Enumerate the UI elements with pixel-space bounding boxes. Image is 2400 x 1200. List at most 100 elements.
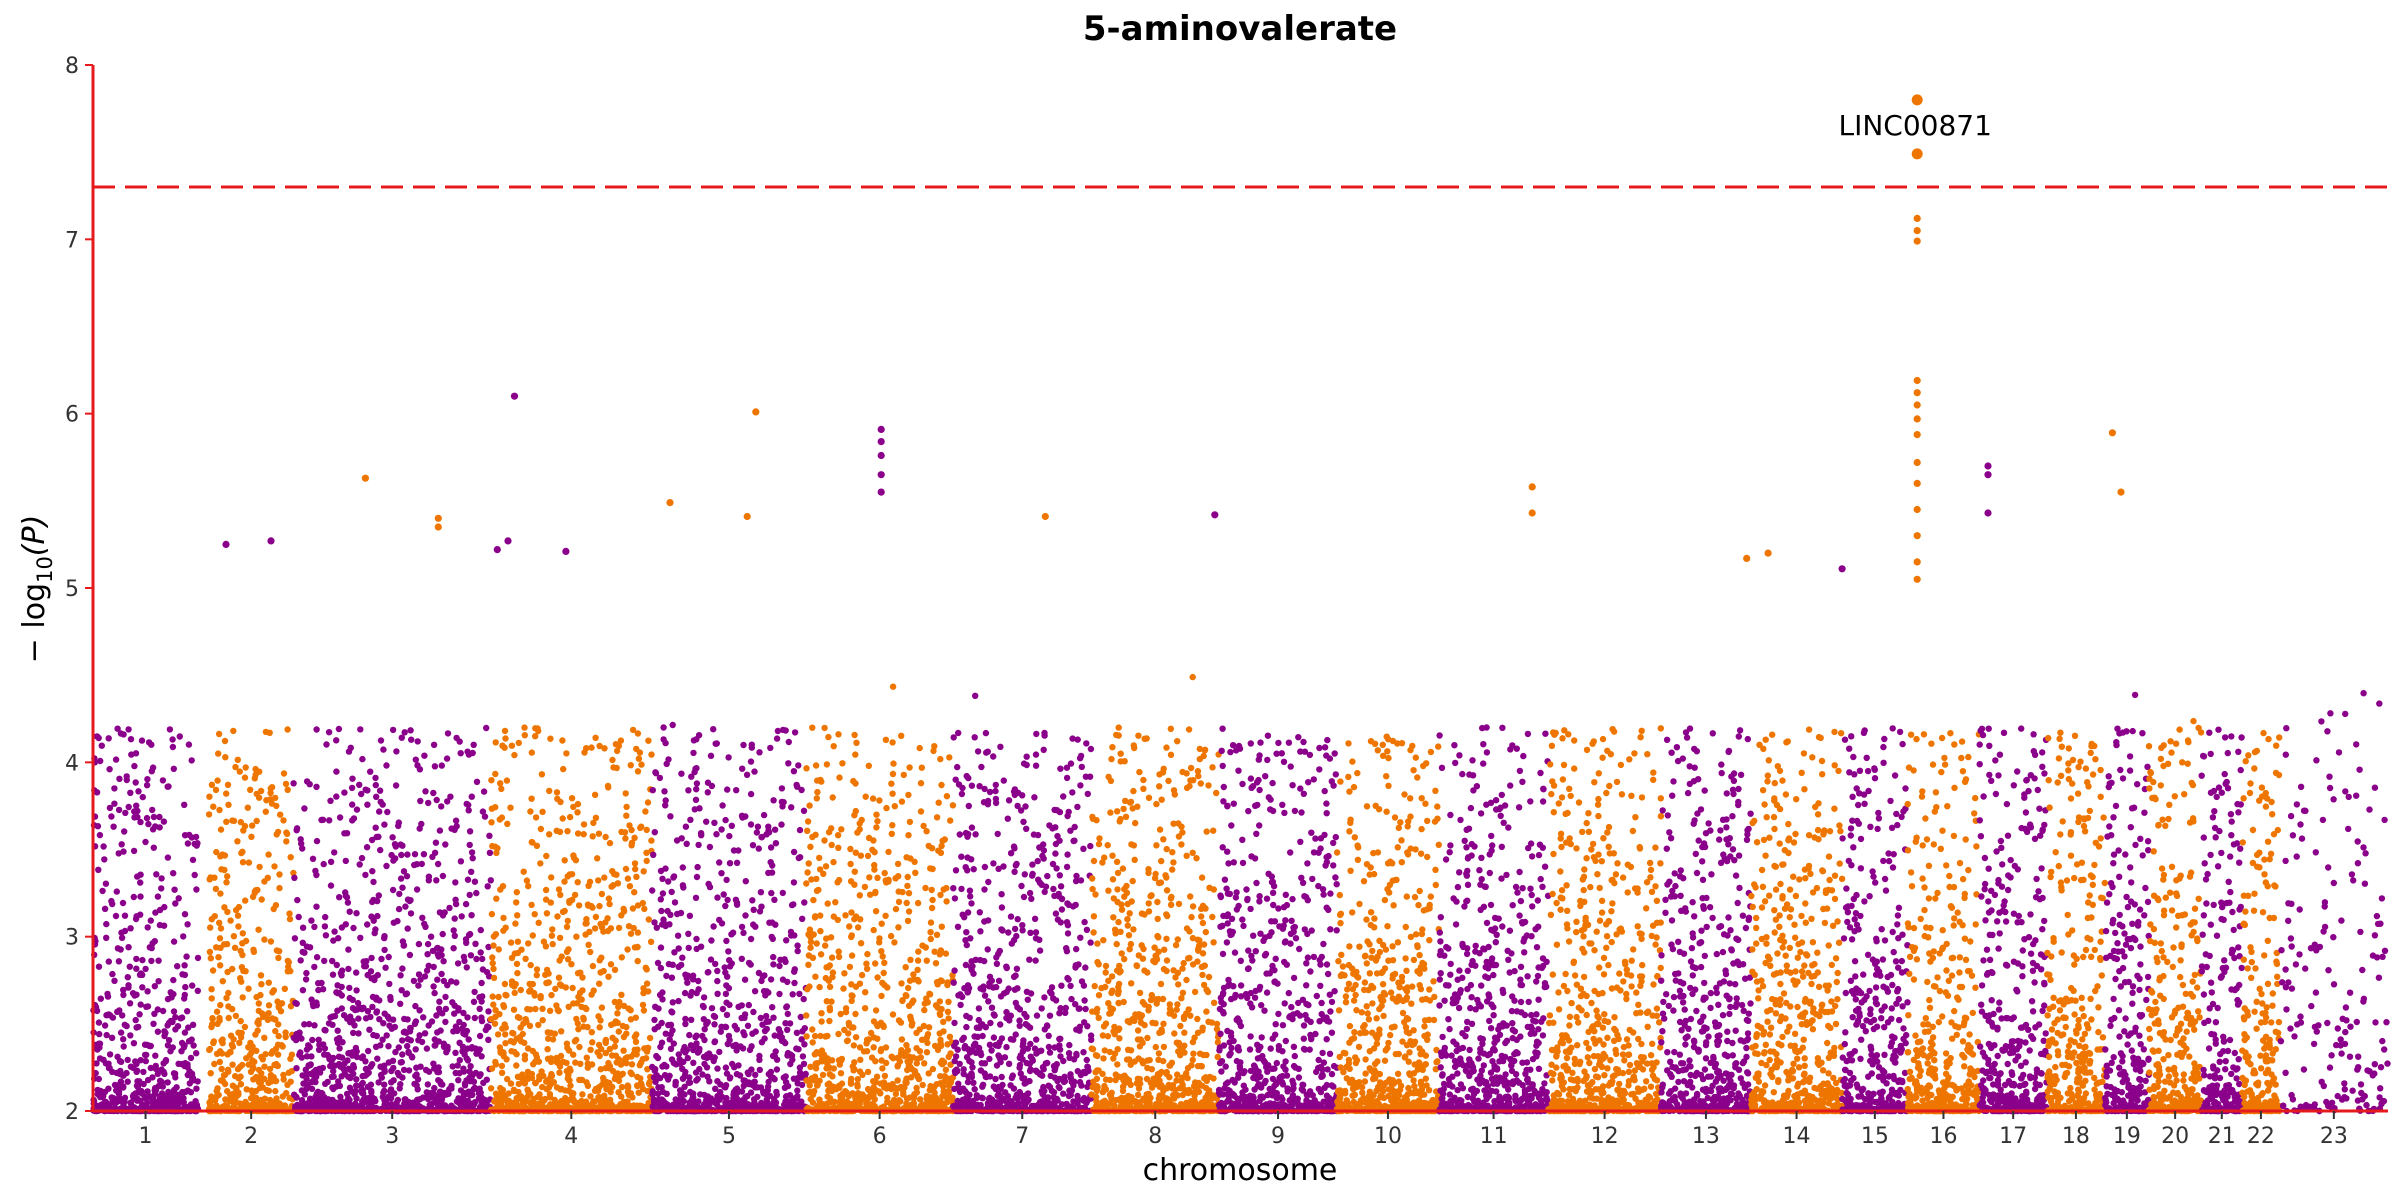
snp-point xyxy=(555,974,563,981)
snp-point xyxy=(413,861,421,868)
snp-point xyxy=(722,990,730,998)
snp-point xyxy=(898,1047,905,1054)
snp-point xyxy=(448,1085,455,1092)
snp-point xyxy=(473,778,481,785)
snp-point xyxy=(637,1075,644,1082)
snp-point xyxy=(726,957,733,964)
snp-point xyxy=(848,952,856,959)
snp-point xyxy=(139,984,146,991)
snp-point xyxy=(207,924,214,931)
snp-point xyxy=(526,980,533,988)
snp-point xyxy=(640,1007,648,1014)
snp-point xyxy=(415,940,423,948)
snp-point xyxy=(96,1042,103,1049)
snp-point xyxy=(468,1045,475,1052)
snp-point xyxy=(392,843,399,850)
snp-point xyxy=(685,787,692,794)
snp-point xyxy=(295,913,302,921)
snp-point xyxy=(523,1018,530,1025)
snp-point xyxy=(819,1071,827,1079)
snp-point xyxy=(557,1052,565,1060)
snp-point xyxy=(748,741,755,748)
snp-point xyxy=(477,1089,484,1097)
snp-point xyxy=(150,813,158,821)
snp-point xyxy=(623,812,630,819)
snp-point xyxy=(490,942,497,949)
snp-point xyxy=(832,899,839,906)
snp-point xyxy=(755,845,762,852)
snp-point xyxy=(166,726,174,733)
snp-point xyxy=(447,793,454,800)
snp-point xyxy=(162,1029,169,1037)
snp-point xyxy=(583,1079,590,1086)
snp-point xyxy=(388,1067,395,1075)
snp-point xyxy=(667,813,674,820)
snp-point xyxy=(116,1057,124,1065)
snp-point xyxy=(693,873,701,881)
snp-point xyxy=(385,953,392,961)
snp-point xyxy=(213,1008,221,1015)
snp-point xyxy=(657,964,665,972)
snp-point xyxy=(350,815,358,822)
snp-point xyxy=(876,797,883,804)
snp-point xyxy=(864,852,872,860)
snp-point xyxy=(136,1011,143,1018)
snp-point xyxy=(580,1016,587,1023)
snp-point xyxy=(452,817,460,824)
snp-point xyxy=(838,826,845,833)
snp-point xyxy=(491,843,499,850)
snp-point xyxy=(373,793,380,800)
snp-point xyxy=(576,1043,583,1051)
snp-point xyxy=(733,787,740,794)
snp-point xyxy=(830,743,837,750)
snp-point xyxy=(349,775,356,782)
snp-point xyxy=(937,755,944,763)
snp-point xyxy=(169,743,177,751)
snp-point xyxy=(327,858,335,865)
snp-point xyxy=(872,908,880,915)
snp-point xyxy=(543,1085,550,1093)
snp-point xyxy=(109,900,116,908)
snp-point xyxy=(103,920,110,928)
snp-point xyxy=(121,828,128,835)
snp-point xyxy=(505,1090,512,1097)
snp-point xyxy=(852,1034,860,1041)
snp-point xyxy=(413,886,421,893)
snp-point xyxy=(437,1080,445,1088)
snp-point xyxy=(389,1057,397,1065)
snp-point xyxy=(488,819,495,826)
snp-point xyxy=(144,1076,152,1084)
snp-point xyxy=(283,829,290,836)
snp-point xyxy=(591,791,599,798)
snp-point xyxy=(778,821,785,828)
snp-point xyxy=(272,1087,279,1095)
snp-point xyxy=(93,1007,101,1015)
snp-point xyxy=(508,742,516,749)
snp-point xyxy=(290,869,297,877)
snp-point xyxy=(861,883,869,891)
snp-point xyxy=(464,1014,471,1021)
snp-point xyxy=(370,896,377,904)
snp-point xyxy=(662,797,669,804)
snp-point xyxy=(726,860,734,867)
snp-point xyxy=(602,1049,609,1057)
snp-point xyxy=(521,1039,528,1047)
snp-point xyxy=(757,1084,765,1091)
snp-point xyxy=(521,724,528,731)
snp-point xyxy=(599,1081,606,1088)
snp-point xyxy=(595,1041,603,1049)
snp-point xyxy=(767,859,774,866)
snp-point xyxy=(733,901,741,908)
snp-point xyxy=(389,834,396,841)
snp-point xyxy=(889,683,897,690)
snp-point xyxy=(687,992,694,999)
snp-point xyxy=(753,829,761,836)
snp-point xyxy=(133,955,140,963)
snp-point xyxy=(934,981,941,988)
snp-point xyxy=(369,1061,376,1068)
snp-point xyxy=(637,1059,645,1066)
snp-point xyxy=(471,988,478,996)
snp-point xyxy=(238,964,246,971)
snp-point xyxy=(780,799,787,806)
snp-point xyxy=(111,800,118,807)
